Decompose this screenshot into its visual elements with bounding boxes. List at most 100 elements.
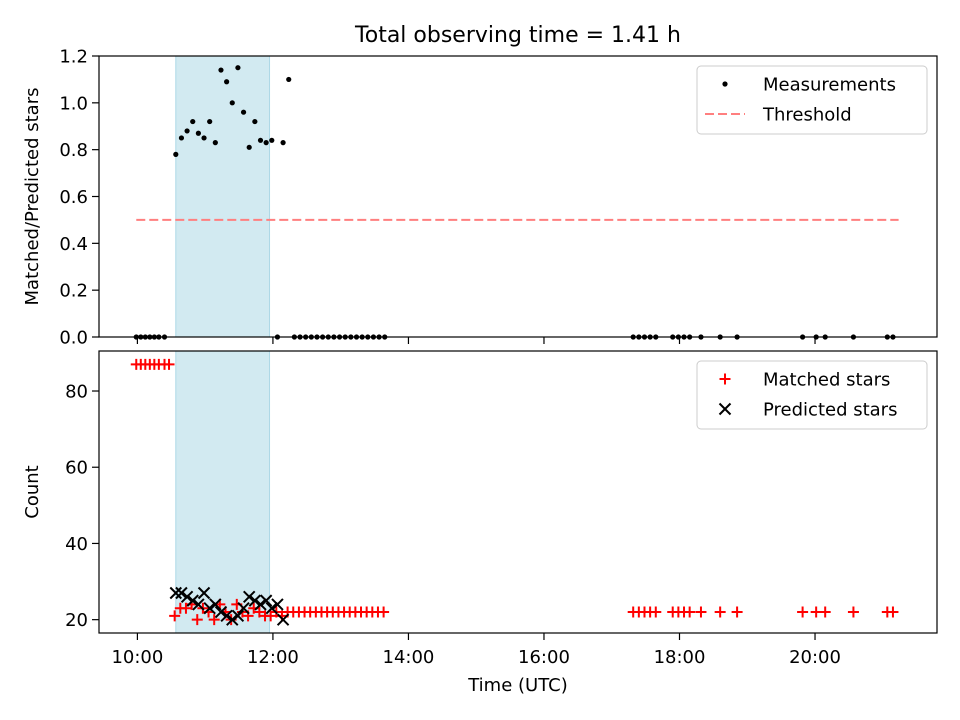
data-point bbox=[180, 590, 194, 604]
data-point bbox=[195, 130, 201, 136]
data-point bbox=[191, 614, 203, 626]
data-point bbox=[184, 128, 190, 134]
x-tick-label: 12:00 bbox=[247, 647, 299, 668]
data-point bbox=[169, 586, 183, 600]
data-point bbox=[797, 606, 809, 618]
legend: Matched stars Predicted stars bbox=[696, 360, 928, 430]
data-point bbox=[173, 151, 179, 157]
x-axis-label: Time (UTC) bbox=[467, 675, 568, 696]
x-stroke bbox=[265, 602, 279, 615]
data-point bbox=[714, 606, 726, 618]
axes-frame bbox=[98, 350, 938, 634]
x-stroke bbox=[243, 590, 256, 604]
plus-stroke bbox=[163, 358, 175, 370]
data-point bbox=[190, 118, 196, 125]
data-point bbox=[243, 590, 256, 604]
y-tick-label: 0.8 bbox=[59, 140, 88, 161]
data-point bbox=[252, 118, 258, 125]
plus-stroke bbox=[887, 606, 899, 618]
data-point bbox=[201, 135, 207, 141]
data-point bbox=[169, 610, 181, 622]
data-point bbox=[254, 598, 267, 611]
legend-label: Threshold bbox=[762, 105, 852, 126]
observing-window bbox=[175, 55, 271, 338]
data-point bbox=[695, 606, 707, 618]
data-point bbox=[286, 76, 292, 83]
y-tick-label: 60 bbox=[65, 458, 88, 479]
legend-box bbox=[696, 65, 928, 135]
data-point bbox=[197, 586, 211, 600]
legend: Measurements Threshold bbox=[696, 65, 928, 135]
x-stroke bbox=[197, 586, 211, 600]
x-stroke bbox=[718, 402, 732, 416]
plus-stroke bbox=[265, 610, 277, 622]
data-point bbox=[263, 140, 269, 146]
data-point bbox=[240, 109, 247, 115]
data-point bbox=[246, 144, 252, 150]
legend-swatch bbox=[719, 373, 731, 385]
y-tick-label: 0.2 bbox=[59, 281, 88, 302]
y-tick-label: 80 bbox=[65, 382, 88, 403]
data-point bbox=[175, 586, 188, 600]
legend-label: Measurements bbox=[763, 75, 896, 96]
data-point bbox=[847, 606, 859, 618]
data-point bbox=[180, 602, 192, 614]
data-point bbox=[212, 140, 218, 146]
x-stroke bbox=[237, 602, 250, 615]
plus-stroke bbox=[191, 614, 203, 626]
data-point bbox=[731, 606, 743, 618]
data-point bbox=[265, 610, 277, 622]
x-tick-label: 14:00 bbox=[383, 647, 435, 668]
x-stroke bbox=[175, 586, 188, 600]
data-point bbox=[218, 67, 224, 73]
data-point bbox=[209, 598, 222, 611]
y-tick-label: 40 bbox=[65, 534, 88, 555]
chart-title: Total observing time = 1.41 h bbox=[354, 23, 681, 48]
x-stroke bbox=[169, 586, 183, 600]
legend-label: Matched stars bbox=[763, 370, 890, 391]
plus-stroke bbox=[797, 606, 809, 618]
top-panel: 0.0 0.2 0.4 0.6 0.8 1.0 1.2 Total observing tim… bbox=[22, 23, 938, 349]
data-point bbox=[231, 609, 245, 623]
y-tick-label: 0.4 bbox=[59, 234, 88, 255]
y-tick-label: 0.6 bbox=[59, 187, 88, 208]
x-stroke bbox=[203, 602, 216, 615]
data-point bbox=[220, 609, 233, 623]
x-tick-label: 10:00 bbox=[111, 647, 163, 668]
legend-box bbox=[696, 360, 928, 430]
data-point bbox=[887, 606, 899, 618]
x-stroke bbox=[231, 609, 245, 623]
plus-stroke bbox=[819, 606, 831, 618]
data-point bbox=[276, 613, 290, 626]
data-point bbox=[819, 606, 831, 618]
plus-stroke bbox=[650, 606, 662, 618]
bottom-panel: 20 40 60 80 10:00 12:00 14:00 16:00 18:00 20:00 Ti… bbox=[22, 350, 938, 696]
observing-window bbox=[175, 350, 271, 634]
x-stroke bbox=[192, 598, 205, 611]
data-point bbox=[208, 614, 220, 626]
data-point bbox=[229, 100, 235, 106]
y-axis-label: Count bbox=[22, 465, 43, 518]
plus-stroke bbox=[695, 606, 707, 618]
legend-swatch bbox=[718, 402, 732, 416]
data-point bbox=[163, 358, 175, 370]
x-stroke bbox=[248, 594, 262, 607]
y-tick-label: 1.2 bbox=[59, 47, 88, 68]
plus-stroke bbox=[208, 614, 220, 626]
plus-stroke bbox=[684, 606, 696, 618]
data-point bbox=[248, 594, 262, 607]
data-point bbox=[684, 606, 696, 618]
x-tick-label: 18:00 bbox=[654, 647, 706, 668]
x-stroke bbox=[276, 613, 290, 626]
data-point bbox=[207, 118, 213, 125]
data-point bbox=[257, 137, 264, 143]
x-stroke bbox=[220, 609, 233, 623]
data-point bbox=[186, 594, 199, 607]
y-tick-label: 0.0 bbox=[59, 328, 88, 349]
plus-stroke bbox=[719, 373, 731, 385]
data-point bbox=[192, 598, 205, 611]
data-point bbox=[265, 602, 279, 615]
data-point bbox=[235, 65, 241, 71]
x-stroke bbox=[180, 590, 194, 604]
